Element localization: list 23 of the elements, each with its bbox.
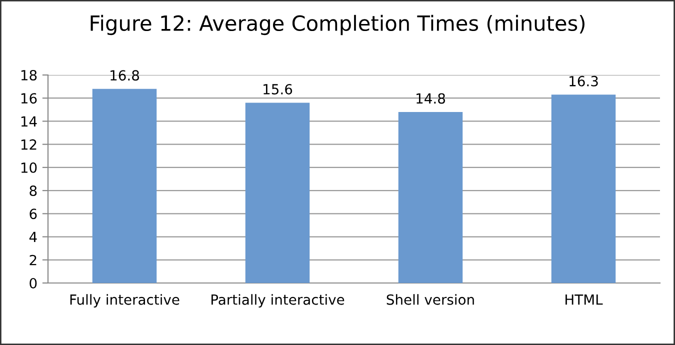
y-tick-label: 2 [30,254,36,266]
y-tick-label: 10 [21,162,37,173]
chart-title: Figure 12: Average Completion Times (minutes) [90,14,584,36]
data-label: 14.8 [416,93,446,104]
bar [398,112,463,283]
data-label: 16.3 [570,76,598,86]
y-tick-label: 4 [29,232,37,242]
bar [551,94,616,283]
x-tick-label: Partially interactive [212,294,344,308]
y-tick-label: 16 [21,93,37,104]
y-tick-label: 8 [30,186,37,196]
y-tick-label: 12 [21,139,36,150]
x-tick-label: HTML [566,294,603,305]
data-label: 15.6 [264,84,292,94]
y-tick-label: 0 [30,278,37,288]
x-tick-label: Fully interactive [70,294,180,308]
bar [245,102,310,283]
x-tick-label: Shell version [386,294,474,305]
data-label: 16.8 [110,70,140,81]
y-tick-label: 14 [21,116,37,126]
bar [92,88,157,283]
y-tick-label: 6 [30,208,37,220]
y-tick-label: 18 [21,70,37,80]
